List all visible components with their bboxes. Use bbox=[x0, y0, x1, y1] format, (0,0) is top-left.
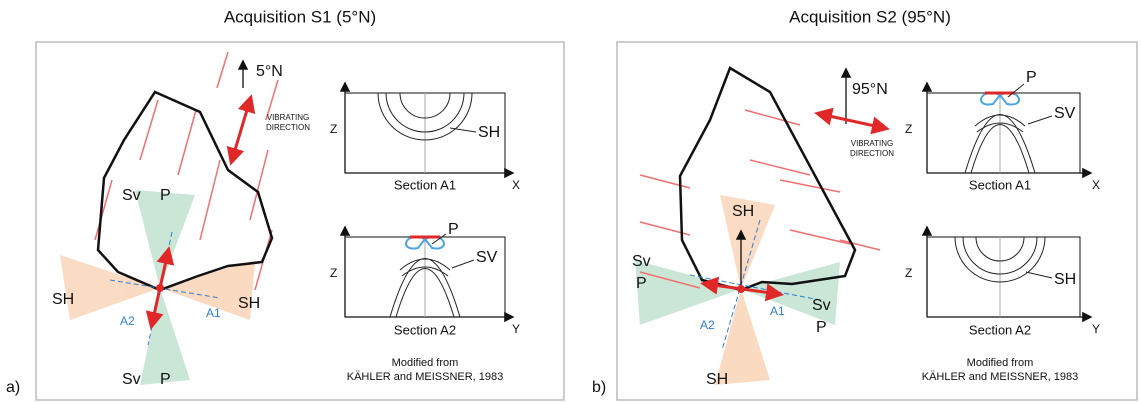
wave-label: SV bbox=[476, 249, 498, 266]
panel-title: Acquisition S1 (5°N) bbox=[224, 7, 376, 26]
map-label: SH bbox=[52, 291, 74, 308]
map-label: SH bbox=[732, 203, 754, 220]
vibrating-label: DIRECTION bbox=[850, 149, 894, 158]
credit: KÄHLER and MEISSNER, 1983 bbox=[922, 371, 1079, 383]
section-caption: Section A1 bbox=[969, 177, 1031, 192]
section-plot bbox=[921, 81, 1093, 179]
section-plot bbox=[339, 81, 515, 179]
section-caption: Section A2 bbox=[969, 322, 1031, 337]
azimuth: 95°N bbox=[852, 81, 888, 98]
panel-label: a) bbox=[6, 379, 20, 396]
axis-label: Z bbox=[905, 266, 912, 280]
section-caption: Section A1 bbox=[394, 177, 456, 192]
map-label: P bbox=[816, 319, 827, 336]
wave-label: SV bbox=[1054, 105, 1076, 122]
axis-label: Y bbox=[1092, 322, 1100, 336]
axis-label: Y bbox=[512, 322, 520, 336]
wave-label: P bbox=[1026, 69, 1037, 86]
section-caption: Section A2 bbox=[394, 322, 456, 337]
site-outline bbox=[678, 66, 857, 292]
radiation-wedges bbox=[635, 195, 840, 385]
vibrating-label: DIRECTION bbox=[266, 123, 310, 132]
map-label: P bbox=[160, 371, 171, 388]
section-plot bbox=[339, 225, 515, 323]
map-label: A2 bbox=[700, 318, 715, 332]
panel-a: Acquisition S1 (5°N) a) 5°N VIBRATING DI… bbox=[6, 7, 565, 401]
axis-label: Z bbox=[330, 122, 337, 136]
map-label: Sv bbox=[122, 371, 141, 388]
line-a1 bbox=[109, 279, 221, 299]
hatch-lines bbox=[639, 109, 881, 289]
radiation-wedges bbox=[60, 190, 255, 385]
axis-label: X bbox=[1092, 178, 1100, 192]
hatch-lines bbox=[94, 51, 279, 291]
source-point bbox=[156, 284, 164, 292]
map-label: A1 bbox=[206, 306, 221, 320]
site-outline bbox=[96, 90, 274, 292]
vibrating-label: VIBRATING bbox=[267, 113, 310, 122]
map-label: P bbox=[636, 275, 647, 292]
credit: KÄHLER and MEISSNER, 1983 bbox=[347, 371, 504, 383]
panel-b: Acquisition S2 (95°N) b) 95°N VIBRATING … bbox=[592, 7, 1138, 401]
section-plot bbox=[921, 225, 1093, 323]
map-label: P bbox=[160, 187, 171, 204]
credit: Modified from bbox=[392, 357, 459, 369]
map-label: Sv bbox=[122, 187, 141, 204]
map-label: Sv bbox=[812, 297, 831, 314]
map-label: A1 bbox=[770, 304, 785, 318]
panel-label: b) bbox=[592, 379, 606, 396]
panel-title: Acquisition S2 (95°N) bbox=[789, 7, 951, 26]
axis-label: X bbox=[512, 178, 520, 192]
panel-frame bbox=[35, 41, 565, 401]
axis-label: Z bbox=[905, 122, 912, 136]
vibrating-arrow bbox=[814, 107, 890, 135]
wave-label: SH bbox=[1054, 271, 1076, 288]
wave-label: SH bbox=[478, 124, 500, 141]
map-label: SH bbox=[706, 371, 728, 388]
map-label: A2 bbox=[120, 314, 135, 328]
wave-label: P bbox=[448, 221, 459, 238]
map-label: SH bbox=[238, 295, 260, 312]
map-label: Sv bbox=[632, 253, 651, 270]
axis-label: Z bbox=[330, 266, 337, 280]
vibrating-label: VIBRATING bbox=[851, 139, 894, 148]
panel-frame bbox=[616, 41, 1138, 401]
azimuth: 5°N bbox=[256, 63, 283, 80]
vibrating-arrow bbox=[226, 94, 256, 166]
credit: Modified from bbox=[967, 357, 1034, 369]
source-point bbox=[737, 285, 745, 293]
